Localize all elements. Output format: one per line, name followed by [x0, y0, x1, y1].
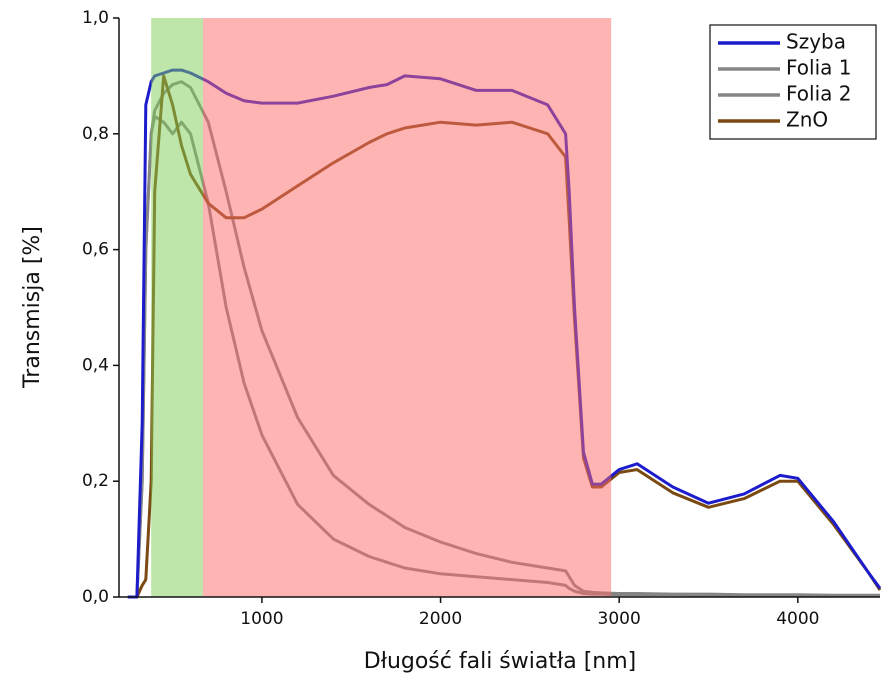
y-tick-label: 0,4	[82, 355, 109, 375]
y-tick-label: 0,0	[82, 587, 109, 607]
legend-label: Folia 1	[786, 56, 851, 80]
x-axis-title: Długość fali światła [nm]	[364, 649, 637, 674]
y-tick-label: 1,0	[82, 8, 109, 28]
y-tick-label: 0,8	[82, 124, 109, 144]
x-tick-label: 3000	[598, 609, 641, 629]
legend-label: ZnO	[786, 108, 828, 132]
legend-label: Folia 2	[786, 82, 851, 106]
y-axis-title: Transmisja [%]	[20, 226, 45, 389]
highlight-band	[151, 18, 203, 597]
legend-label: Szyba	[786, 30, 846, 54]
x-tick-label: 2000	[419, 609, 462, 629]
y-tick-label: 0,2	[82, 471, 109, 491]
x-tick-label: 4000	[776, 609, 819, 629]
highlight-band	[202, 18, 612, 597]
x-tick-label: 1000	[240, 609, 283, 629]
y-tick-label: 0,6	[82, 240, 109, 260]
